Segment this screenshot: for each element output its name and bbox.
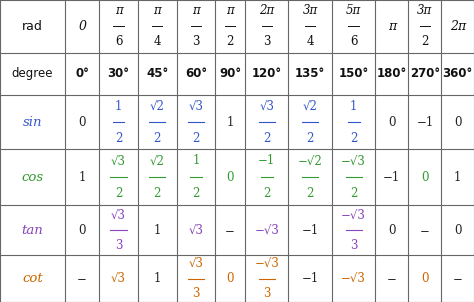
Text: −1: −1 (383, 171, 401, 184)
Text: 1: 1 (115, 100, 122, 113)
Text: 0: 0 (421, 171, 428, 184)
Text: 135°: 135° (295, 67, 325, 81)
Text: −√3: −√3 (341, 208, 366, 221)
Text: 2: 2 (263, 188, 271, 201)
Text: 2π: 2π (259, 5, 274, 18)
Text: 2: 2 (263, 132, 271, 145)
Text: degree: degree (12, 67, 54, 81)
Text: 2: 2 (307, 132, 314, 145)
Text: π: π (192, 5, 200, 18)
Text: 0: 0 (227, 272, 234, 285)
Text: 30°: 30° (108, 67, 129, 81)
Text: 6: 6 (115, 35, 122, 48)
Text: −√3: −√3 (341, 154, 366, 167)
Text: cot: cot (22, 272, 43, 285)
Text: 0: 0 (388, 224, 396, 237)
Text: 0°: 0° (75, 67, 89, 81)
Text: rad: rad (22, 20, 43, 33)
Text: π: π (153, 5, 161, 18)
Text: cos: cos (21, 171, 44, 184)
Text: 3: 3 (263, 287, 271, 300)
Text: 0: 0 (78, 116, 86, 129)
Text: 180°: 180° (377, 67, 407, 81)
Text: −1: −1 (301, 272, 319, 285)
Text: 45°: 45° (146, 67, 168, 81)
Text: tan: tan (22, 224, 44, 237)
Text: 3: 3 (115, 239, 122, 252)
Text: √3: √3 (189, 100, 203, 113)
Text: sin: sin (23, 116, 42, 129)
Text: 1: 1 (350, 100, 357, 113)
Text: 0: 0 (421, 272, 428, 285)
Text: −: − (420, 224, 430, 237)
Text: 2: 2 (192, 188, 200, 201)
Text: −1: −1 (416, 116, 434, 129)
Text: −√2: −√2 (298, 154, 322, 167)
Text: −: − (453, 272, 463, 285)
Text: 2: 2 (192, 132, 200, 145)
Text: π: π (115, 5, 122, 18)
Text: 1: 1 (79, 171, 86, 184)
Text: √2: √2 (150, 154, 164, 167)
Text: π: π (388, 20, 396, 33)
Text: √3: √3 (111, 208, 126, 221)
Text: 1: 1 (154, 224, 161, 237)
Text: 1: 1 (192, 154, 200, 167)
Text: 3: 3 (263, 35, 271, 48)
Text: 0: 0 (78, 20, 86, 33)
Text: 6: 6 (350, 35, 357, 48)
Text: 2: 2 (154, 188, 161, 201)
Text: 3: 3 (350, 239, 357, 252)
Text: 0: 0 (454, 224, 462, 237)
Text: 0: 0 (454, 116, 462, 129)
Text: 3: 3 (192, 287, 200, 300)
Text: 90°: 90° (219, 67, 241, 81)
Text: 1: 1 (154, 272, 161, 285)
Text: 3π: 3π (417, 5, 433, 18)
Text: 2: 2 (115, 188, 122, 201)
Text: 2: 2 (154, 132, 161, 145)
Text: 3: 3 (192, 35, 200, 48)
Text: √2: √2 (150, 100, 164, 113)
Text: 0: 0 (227, 171, 234, 184)
Text: 60°: 60° (185, 67, 207, 81)
Text: −√3: −√3 (255, 257, 279, 270)
Text: √3: √3 (111, 272, 126, 285)
Text: π: π (226, 5, 234, 18)
Text: 2: 2 (421, 35, 428, 48)
Text: −: − (225, 224, 235, 237)
Text: 2: 2 (227, 35, 234, 48)
Text: −: − (77, 272, 87, 285)
Text: 120°: 120° (252, 67, 282, 81)
Text: 1: 1 (227, 116, 234, 129)
Text: 3π: 3π (302, 5, 318, 18)
Text: −1: −1 (301, 224, 319, 237)
Text: 2: 2 (350, 132, 357, 145)
Text: 360°: 360° (443, 67, 473, 81)
Text: 2: 2 (350, 188, 357, 201)
Text: 2π: 2π (449, 20, 466, 33)
Text: −1: −1 (258, 154, 275, 167)
Text: √3: √3 (189, 224, 203, 237)
Text: √3: √3 (189, 257, 203, 270)
Text: √2: √2 (303, 100, 318, 113)
Text: −√3: −√3 (341, 272, 366, 285)
Text: 0: 0 (78, 224, 86, 237)
Text: 0: 0 (388, 116, 396, 129)
Text: 2: 2 (307, 188, 314, 201)
Text: 1: 1 (454, 171, 461, 184)
Text: −√3: −√3 (255, 224, 279, 237)
Text: 2: 2 (115, 132, 122, 145)
Text: √3: √3 (111, 154, 126, 167)
Text: −: − (387, 272, 397, 285)
Text: 4: 4 (306, 35, 314, 48)
Text: 4: 4 (154, 35, 161, 48)
Text: 5π: 5π (346, 5, 361, 18)
Text: √3: √3 (259, 100, 274, 113)
Text: 270°: 270° (410, 67, 440, 81)
Text: 150°: 150° (338, 67, 369, 81)
